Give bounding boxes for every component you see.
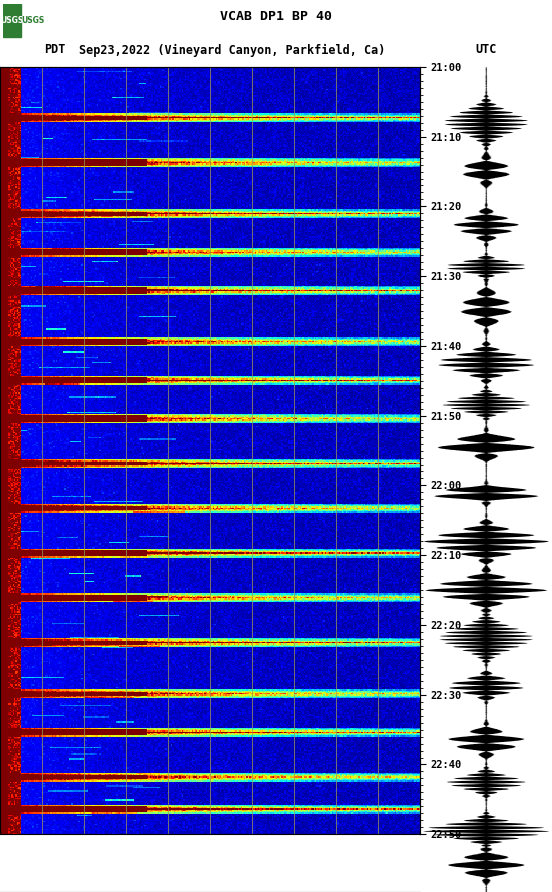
- Text: USGS: USGS: [21, 16, 44, 25]
- Text: USGS: USGS: [0, 16, 24, 25]
- Text: UTC: UTC: [475, 44, 496, 56]
- Bar: [3, 4, 22, 37]
- Text: Sep23,2022 (Vineyard Canyon, Parkfield, Ca): Sep23,2022 (Vineyard Canyon, Parkfield, …: [78, 44, 385, 56]
- Text: PDT: PDT: [44, 44, 66, 56]
- Text: VCAB DP1 BP 40: VCAB DP1 BP 40: [220, 10, 332, 23]
